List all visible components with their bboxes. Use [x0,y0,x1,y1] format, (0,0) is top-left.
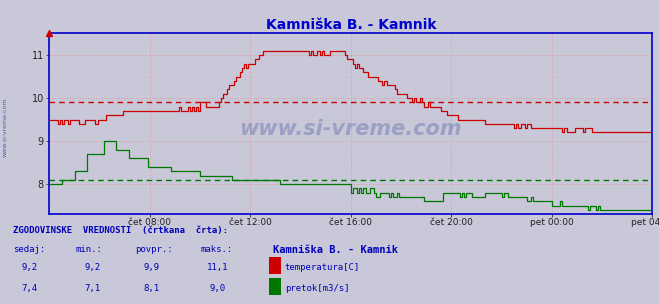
Text: pretok[m3/s]: pretok[m3/s] [285,284,349,293]
Text: sedaj:: sedaj: [13,245,45,254]
Text: 9,2: 9,2 [84,263,100,272]
Text: temperatura[C]: temperatura[C] [285,263,360,272]
Text: 11,1: 11,1 [207,263,228,272]
Text: 9,2: 9,2 [22,263,38,272]
Text: 7,4: 7,4 [22,284,38,293]
Text: ZGODOVINSKE  VREDNOSTI  (črtkana  črta):: ZGODOVINSKE VREDNOSTI (črtkana črta): [13,226,228,236]
Text: Kamniška B. - Kamnik: Kamniška B. - Kamnik [273,245,399,255]
Text: min.:: min.: [76,245,103,254]
Text: 7,1: 7,1 [84,284,100,293]
Text: 8,1: 8,1 [144,284,159,293]
Text: 9,9: 9,9 [144,263,159,272]
Title: Kamniška B. - Kamnik: Kamniška B. - Kamnik [266,18,436,32]
Text: www.si-vreme.com: www.si-vreme.com [240,119,462,139]
Text: maks.:: maks.: [201,245,233,254]
Text: 9,0: 9,0 [210,284,225,293]
Text: www.si-vreme.com: www.si-vreme.com [3,98,8,157]
Text: povpr.:: povpr.: [135,245,173,254]
